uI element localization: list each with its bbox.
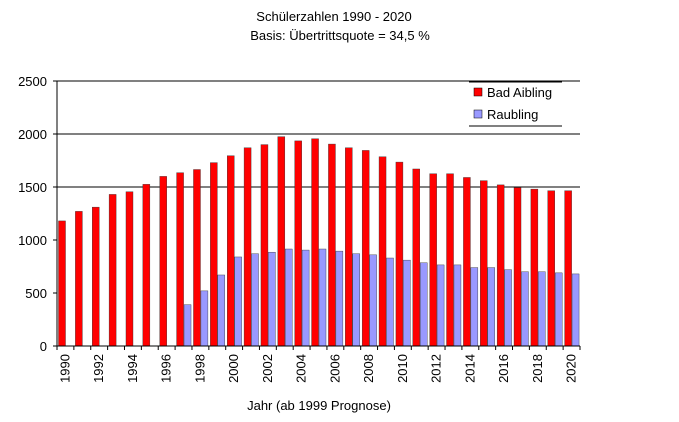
bar-bad-aibling-1994	[125, 191, 134, 347]
x-tick-label: 2000	[226, 354, 241, 383]
bar-bad-aibling-2016	[496, 184, 505, 347]
bar-bad-aibling-1997	[176, 172, 184, 347]
bar-raubling-1997	[183, 304, 192, 347]
bar-bad-aibling-2009	[378, 156, 387, 347]
bar-bad-aibling-2018	[530, 188, 539, 347]
x-tick-label: 2018	[530, 354, 545, 383]
legend-swatch-raubling	[473, 109, 483, 119]
bar-raubling-2000	[234, 256, 242, 347]
bar-bad-aibling-1998	[193, 169, 201, 347]
x-tick-label: 2012	[429, 354, 444, 383]
y-tick-label: 2000	[18, 127, 47, 142]
bar-raubling-2011	[420, 262, 428, 347]
y-tick-label: 1000	[18, 233, 47, 248]
bar-bad-aibling-2019	[547, 190, 555, 347]
y-tick-label: 2500	[18, 74, 47, 89]
bar-bad-aibling-1990	[58, 220, 66, 347]
bar-bad-aibling-2006	[328, 143, 336, 347]
bar-raubling-2004	[301, 249, 310, 347]
x-tick-label: 2010	[395, 354, 410, 383]
bar-bad-aibling-2001	[243, 147, 252, 347]
bar-raubling-2010	[403, 259, 411, 347]
x-tick-label: 1990	[57, 354, 72, 383]
legend: Bad Aibling Raubling	[469, 81, 562, 127]
bar-raubling-2008	[369, 254, 377, 347]
x-tick-labels: 1990 1992 1994 1996 1998 2000 2002 2004 2006 2008…	[57, 354, 578, 383]
bar-raubling-2012	[436, 264, 445, 347]
bar-bad-aibling-2012	[429, 173, 437, 347]
bar-bad-aibling-2014	[463, 177, 471, 347]
chart-subtitle: Basis: Übertrittsquote = 34,5 %	[250, 28, 430, 43]
bars	[58, 136, 580, 347]
x-tick-label: 1998	[192, 354, 207, 383]
bar-bad-aibling-1996	[159, 176, 167, 347]
bar-bad-aibling-2007	[345, 147, 353, 347]
bar-bad-aibling-2020	[564, 190, 572, 347]
bar-bad-aibling-1995	[142, 184, 151, 347]
bar-bad-aibling-2015	[480, 180, 488, 347]
y-tick-label: 1500	[18, 180, 47, 195]
y-tick-label: 500	[25, 286, 47, 301]
chart-title: Schülerzahlen 1990 - 2020	[256, 9, 411, 24]
x-tick-label: 2020	[564, 354, 579, 383]
bar-bad-aibling-2000	[227, 155, 235, 347]
y-tick-label: 0	[40, 339, 47, 354]
bar-raubling-2015	[487, 267, 495, 347]
bar-bad-aibling-2011	[412, 168, 420, 347]
bar-raubling-2003	[285, 248, 293, 347]
x-tick-label: 2002	[260, 354, 275, 383]
bar-bad-aibling-2008	[361, 150, 370, 347]
bar-raubling-2001	[251, 253, 259, 347]
legend-label-raubling: Raubling	[487, 107, 538, 122]
bar-raubling-2019	[554, 272, 563, 347]
x-tick-label: 2014	[462, 354, 477, 383]
bar-raubling-2018	[538, 271, 546, 347]
bar-bad-aibling-1999	[210, 162, 218, 347]
x-tick-label: 1994	[125, 354, 140, 383]
bar-raubling-2014	[470, 267, 479, 347]
bar-raubling-2006	[335, 250, 344, 347]
y-tick-labels: 0 500 1000 1500 2000 2500	[18, 74, 47, 354]
x-tick-label: 2004	[294, 354, 309, 383]
bar-bad-aibling-2010	[395, 161, 404, 347]
bar-raubling-2007	[352, 253, 360, 347]
bar-raubling-2013	[453, 264, 462, 347]
x-axis-label: Jahr (ab 1999 Prognose)	[247, 398, 391, 413]
bar-bad-aibling-2005	[311, 138, 319, 347]
bar-bad-aibling-1991	[75, 211, 83, 347]
bar-raubling-2016	[504, 269, 512, 347]
bar-raubling-2002	[268, 251, 276, 347]
bar-raubling-2009	[386, 257, 394, 347]
bar-bad-aibling-2004	[294, 140, 302, 347]
axes	[53, 80, 581, 350]
bar-bad-aibling-1993	[108, 194, 117, 347]
bar-raubling-2017	[521, 271, 529, 347]
legend-label-bad-aibling: Bad Aibling	[487, 85, 552, 100]
x-tick-label: 1992	[91, 354, 106, 383]
x-tick-label: 1996	[159, 354, 174, 383]
bar-bad-aibling-2017	[513, 187, 522, 347]
bar-bad-aibling-2003	[277, 136, 286, 347]
legend-swatch-bad-aibling	[473, 87, 483, 97]
x-tick-label: 2008	[361, 354, 376, 383]
bar-raubling-1999	[217, 274, 225, 347]
bar-raubling-2005	[318, 248, 327, 347]
bar-bad-aibling-2013	[446, 173, 454, 347]
x-tick-label: 2006	[327, 354, 342, 383]
bar-raubling-2020	[571, 273, 580, 347]
bar-bad-aibling-2002	[260, 144, 269, 347]
x-tick-label: 2016	[496, 354, 511, 383]
bar-bad-aibling-1992	[92, 206, 100, 347]
bar-raubling-1998	[200, 290, 209, 347]
